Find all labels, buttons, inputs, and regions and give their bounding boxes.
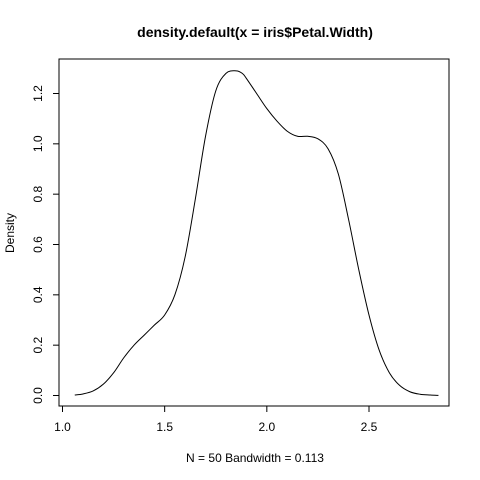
density-curve bbox=[74, 70, 439, 396]
x-axis-label: N = 50 Bandwidth = 0.113 bbox=[186, 451, 324, 465]
y-tick-label: 1.0 bbox=[31, 135, 45, 152]
y-tick-label: 0.2 bbox=[31, 337, 45, 354]
y-tick-label: 0.0 bbox=[31, 387, 45, 404]
y-tick-label: 0.8 bbox=[31, 186, 45, 203]
y-tick-label: 0.6 bbox=[31, 236, 45, 253]
x-tick-label: 2.0 bbox=[258, 420, 275, 434]
y-axis-label: Density bbox=[3, 213, 17, 253]
x-tick-label: 1.5 bbox=[156, 420, 173, 434]
y-tick-label: 0.4 bbox=[31, 286, 45, 303]
x-tick-label: 2.5 bbox=[361, 420, 378, 434]
y-tick-label: 1.2 bbox=[31, 85, 45, 102]
x-tick-label: 1.0 bbox=[54, 420, 71, 434]
x-axis: 1.0 1.5 2.0 2.5 bbox=[54, 405, 378, 434]
chart-title: density.default(x = iris$Petal.Width) bbox=[137, 24, 373, 40]
plot-frame bbox=[58, 58, 450, 407]
y-axis: 0.0 0.2 0.4 0.6 0.8 1.0 1.2 bbox=[31, 85, 60, 404]
